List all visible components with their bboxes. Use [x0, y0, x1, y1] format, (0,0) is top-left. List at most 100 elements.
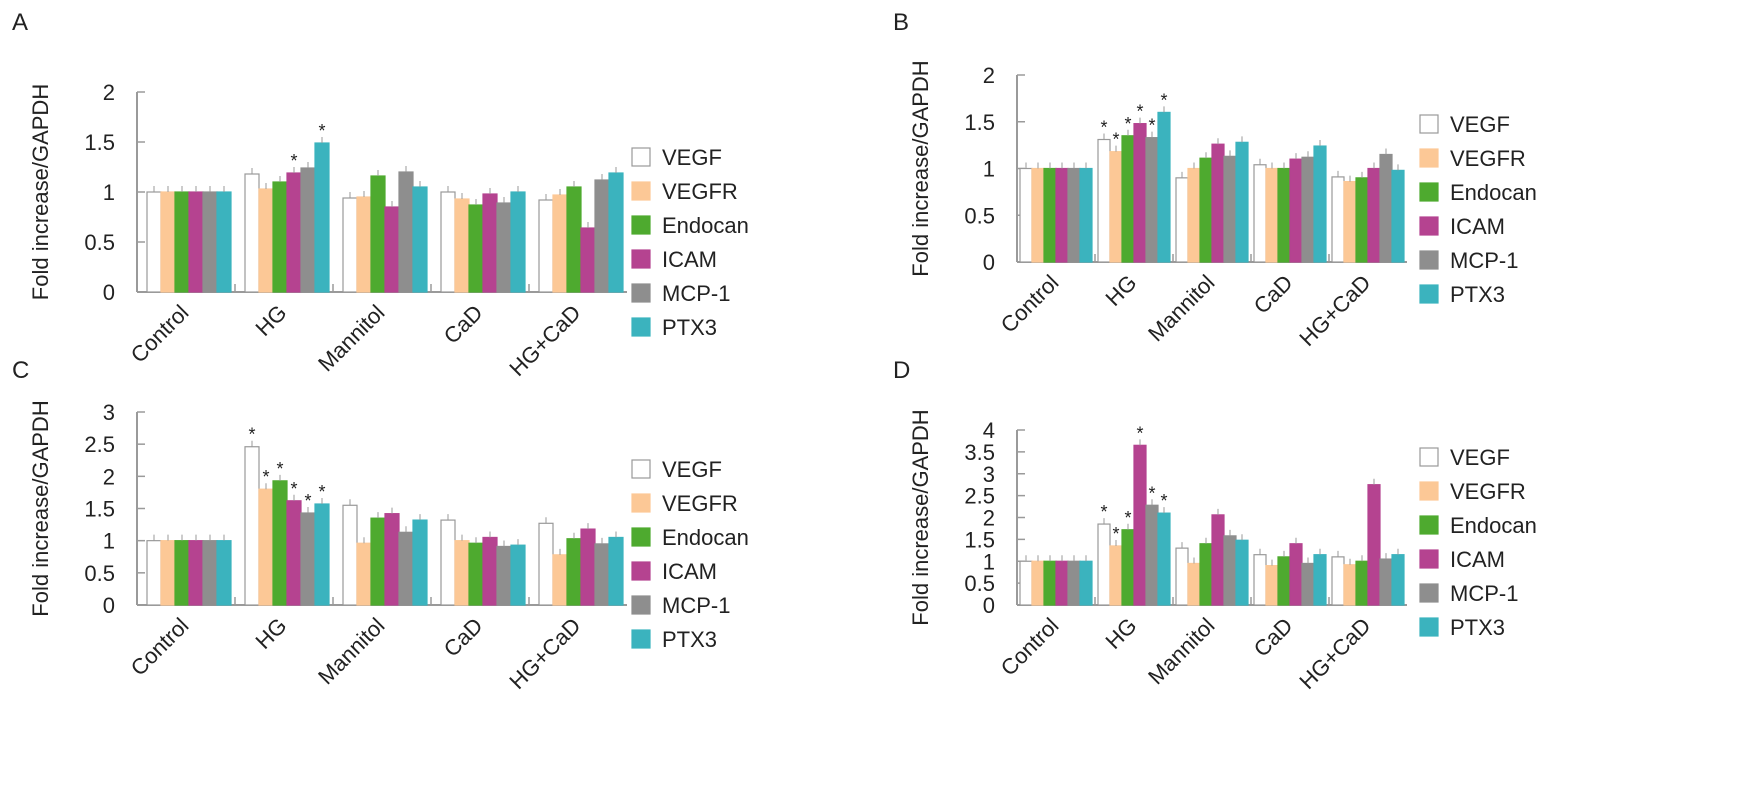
panel-d-bar-vegfr	[1109, 545, 1123, 606]
panel-c-category-label: Control	[126, 613, 194, 681]
panel-c-legend-label: Endocan	[662, 525, 749, 550]
panel-a-bar-vegfr	[258, 188, 274, 293]
panel-c-letter: C	[12, 357, 29, 384]
panel-c-category-label: HG+CaD	[504, 613, 585, 694]
panel-a-legend-label: PTX3	[662, 315, 717, 340]
panel-b-y-tick-label: 0	[983, 250, 995, 275]
panel-c-legend-swatch	[631, 527, 651, 547]
panel-b-significance-star: *	[1124, 114, 1131, 134]
panel-b-bar-vegf	[1175, 177, 1189, 263]
panel-c-legend-swatch	[631, 493, 651, 513]
panel-b-legend-swatch	[1419, 284, 1439, 304]
panel-b-bar-vegf	[1019, 167, 1033, 263]
panel-b-legend-label: VEGF	[1450, 112, 1510, 137]
panel-c-bar-mcp-1	[496, 545, 512, 606]
panel-b-bar-endocan	[1199, 157, 1213, 263]
panel-a-category-label: CaD	[439, 300, 488, 349]
panel-c-y-axis-label: Fold increase/GAPDH	[28, 400, 53, 616]
panel-d-significance-star: *	[1124, 508, 1131, 528]
panel-c-bar-vegf	[146, 540, 162, 606]
panel-b-y-tick-label: 2	[983, 63, 995, 88]
panel-d-significance-star: *	[1160, 491, 1167, 511]
panel-b-bar-endocan	[1121, 135, 1135, 263]
panel-d-bar-endocan	[1199, 543, 1213, 606]
panel-c-legend-label: ICAM	[662, 559, 717, 584]
panel-d-bar-mcp-1	[1067, 560, 1081, 606]
panel-a-legend-swatch	[631, 249, 651, 269]
panel-b-bar-vegf	[1331, 176, 1345, 263]
panel-d-bar-endocan	[1355, 560, 1369, 606]
panel-d-bar-vegf	[1175, 547, 1189, 606]
panel-b-y-tick-label: 1	[983, 157, 995, 182]
panel-d-bar-mcp-1	[1145, 504, 1159, 606]
panel-b-bar-vegfr	[1265, 167, 1279, 263]
panel-a-bar-mcp-1	[594, 179, 610, 293]
panel-b-bar-mcp-1	[1067, 167, 1081, 263]
panel-d-bar-vegfr	[1343, 564, 1357, 606]
panel-c-bar-vegf	[538, 522, 554, 606]
panel-c-y-tick-label: 1	[103, 529, 115, 554]
panel-d-legend-label: ICAM	[1450, 547, 1505, 572]
panel-d-bar-vegfr	[1031, 560, 1045, 606]
panel-d-bar-ptx3	[1157, 512, 1171, 606]
panel-a-bar-vegf	[538, 199, 554, 293]
panel-b-legend-swatch	[1419, 148, 1439, 168]
panel-d-y-tick-label: 0.5	[964, 571, 995, 596]
panel-a-bar-vegfr	[160, 191, 176, 293]
panel-d-bar-icam	[1211, 514, 1225, 606]
panel-a-bar-endocan	[174, 191, 190, 293]
panel-c-bar-ptx3	[314, 503, 330, 606]
panel-d-category-label: Control	[996, 613, 1064, 681]
panel-d-y-tick-label: 4	[983, 418, 995, 443]
panel-a-category-label: HG+CaD	[504, 300, 585, 381]
panel-b-bar-mcp-1	[1379, 153, 1393, 263]
panel-a-legend-swatch	[631, 317, 651, 337]
panel-a-y-tick-label: 0.5	[84, 230, 115, 255]
panel-b-legend-swatch	[1419, 250, 1439, 270]
panel-b-legend-swatch	[1419, 114, 1439, 134]
panel-d-significance-star: *	[1112, 524, 1119, 544]
panel-b-bar-vegf	[1253, 164, 1267, 263]
panel-d-bar-icam	[1289, 543, 1303, 606]
panel-b-bar-icam	[1211, 143, 1225, 263]
panel-b-bar-endocan	[1277, 167, 1291, 263]
panel-b-bar-mcp-1	[1301, 156, 1315, 263]
panel-b-significance-star: *	[1100, 118, 1107, 138]
panel-b-bar-ptx3	[1313, 145, 1327, 263]
panel-d-letter: D	[893, 357, 910, 384]
panel-c-significance-star: *	[290, 479, 297, 499]
panel-a-bar-mcp-1	[202, 191, 218, 293]
panel-b-bar-vegfr	[1031, 167, 1045, 263]
panel-c-bar-vegfr	[258, 488, 274, 606]
panel-a-letter: A	[12, 9, 28, 36]
panel-d-legend-label: VEGFR	[1450, 479, 1526, 504]
panel-d-legend-label: MCP-1	[1450, 581, 1518, 606]
panel-c-bar-vegfr	[160, 540, 176, 606]
panel-a-bar-vegfr	[552, 194, 568, 293]
panel-c-bar-ptx3	[510, 544, 526, 606]
panel-c-category-label: CaD	[439, 613, 488, 662]
panel-b-bar-mcp-1	[1223, 155, 1237, 263]
panel-b-bar-vegf	[1097, 138, 1111, 263]
panel-d-bar-endocan	[1043, 560, 1057, 606]
panel-a-legend-label: VEGF	[662, 145, 722, 170]
panel-a-bar-icam	[384, 206, 400, 293]
panel-d-legend-label: Endocan	[1450, 513, 1537, 538]
panel-d-legend-swatch	[1419, 583, 1439, 603]
panel-c-category-label: HG	[251, 613, 292, 654]
panel-d-y-tick-label: 2	[983, 506, 995, 531]
panel-a-bar-endocan	[272, 181, 288, 293]
panel-c-y-tick-label: 2	[103, 464, 115, 489]
panel-c-bar-endocan	[468, 542, 484, 606]
panel-a-legend-label: MCP-1	[662, 281, 730, 306]
panel-b-letter: B	[893, 9, 909, 36]
panel-b-legend-label: Endocan	[1450, 180, 1537, 205]
panel-d-bar-vegf	[1253, 554, 1267, 606]
panel-d-legend-label: VEGF	[1450, 445, 1510, 470]
panel-c-significance-star: *	[248, 425, 255, 445]
panel-d-category-label: Mannitol	[1143, 613, 1219, 689]
panel-b-category-label: Control	[996, 270, 1064, 338]
panel-d-y-tick-label: 1.5	[964, 527, 995, 552]
panel-a-significance-star: *	[290, 151, 297, 171]
panel-c-bar-icam	[482, 536, 498, 606]
